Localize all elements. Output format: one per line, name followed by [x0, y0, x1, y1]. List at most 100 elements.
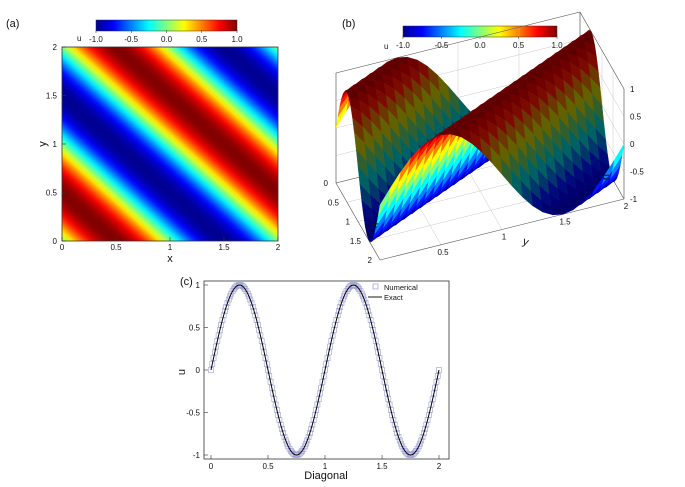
numerical-point [422, 426, 428, 432]
numerical-point [212, 349, 218, 356]
numerical-point [431, 390, 437, 397]
numerical-point [322, 367, 328, 373]
numerical-point [386, 401, 393, 408]
heatmap-a [62, 47, 278, 241]
numerical-point [220, 312, 227, 319]
numerical-point [385, 396, 392, 402]
panel-a-label: (a) [6, 18, 19, 30]
numerical-point [417, 440, 423, 447]
numerical-point [419, 434, 426, 440]
surface-b-ylabel: y [521, 236, 531, 249]
line-c-ytick-label: -1 [193, 451, 201, 460]
numerical-point [427, 407, 433, 413]
numerical-point [256, 327, 262, 333]
numerical-point [382, 384, 389, 391]
numerical-point [390, 417, 397, 423]
numerical-point [222, 308, 228, 314]
numerical-point [380, 373, 387, 379]
numerical-point [381, 379, 388, 385]
heatmap-a-xtick-label: 2 [276, 243, 281, 252]
numerical-point [258, 338, 265, 344]
heatmap-a-xtick-label: 0.5 [110, 243, 122, 252]
colorbar-tick-label: 0.5 [513, 41, 525, 50]
surface-b-xtick-label: 1.5 [350, 237, 362, 246]
numerical-point [391, 421, 398, 428]
numerical-point [372, 338, 379, 344]
heatmap-a-xtick-label: 1 [168, 243, 173, 252]
colorbar-b-gradient [402, 25, 558, 38]
numerical-point [306, 430, 313, 436]
numerical-point [363, 304, 370, 310]
numerical-point [250, 304, 256, 310]
colorbar-tick-label: -1.0 [89, 35, 103, 44]
numerical-point [266, 373, 273, 379]
numerical-point [361, 296, 368, 303]
heatmap-a-ytick-label: 1.5 [46, 92, 58, 101]
numerical-point [272, 401, 279, 408]
colorbar-tick-label: -1.0 [396, 41, 410, 50]
numerical-point [328, 338, 335, 344]
numerical-point [317, 390, 323, 397]
surface-b-xtick-label: 2 [368, 256, 373, 265]
numerical-point [279, 426, 285, 432]
heatmap-a-ytick-label: 1 [53, 140, 58, 149]
line-c-ytick-label: -0.5 [186, 409, 200, 418]
numerical-point [270, 390, 276, 397]
numerical-point [303, 440, 309, 447]
surface-b-xtick-label: 1 [346, 218, 351, 227]
panel-b-label: (b) [342, 18, 355, 30]
legend-exact-label: Exact [384, 293, 404, 302]
colorbar-a-gradient [95, 19, 238, 32]
numerical-point [225, 296, 232, 303]
numerical-point [323, 361, 330, 367]
numerical-point [394, 430, 401, 436]
colorbar-tick-label: 1.0 [551, 41, 563, 50]
colorbar-tick-label: -0.5 [124, 35, 138, 44]
surface-b-xlabel: x [368, 218, 381, 229]
numerical-point [281, 434, 288, 440]
numerical-point [262, 355, 269, 361]
colorbar-tick-label: 1.0 [231, 35, 243, 44]
line-c-ytick-label: 0 [196, 366, 201, 375]
line-c-xtick-label: 1.5 [376, 462, 388, 471]
heatmap-a-xlabel: x [167, 253, 173, 265]
numerical-point [280, 430, 287, 436]
numerical-point [315, 396, 322, 402]
surface-b-ytick-label: 1.5 [559, 217, 571, 226]
numerical-point [215, 332, 222, 339]
numerical-point [318, 384, 325, 391]
numerical-point [371, 332, 378, 339]
numerical-point [366, 312, 373, 319]
numerical-point [248, 300, 255, 306]
numerical-point [263, 361, 270, 367]
numerical-point [374, 343, 380, 350]
panel-c-label: (c) [180, 276, 193, 288]
exact-line [210, 284, 440, 456]
legend-numerical-marker [372, 283, 379, 290]
numerical-point [360, 293, 366, 300]
surface-b-box-edge [579, 11, 625, 90]
numerical-point [252, 312, 259, 319]
panel-a: (a) u -1.0 -0.5 0.0 0.5 1.0 0 0.5 1 1.5 2 0 0.5 1 1.… [6, 18, 281, 265]
legend-numerical-label: Numerical [384, 283, 418, 292]
legend-c: Numerical Exact [368, 283, 418, 302]
heatmap-a-field [62, 47, 278, 241]
numerical-point [337, 304, 344, 310]
surface-b-ytick-label: 2 [624, 202, 629, 211]
numerical-point [339, 296, 346, 303]
numerical-point [319, 379, 326, 385]
numerical-point [377, 361, 384, 367]
surface-b-ztick-label: 0.5 [630, 113, 642, 122]
line-c-frame [203, 280, 450, 460]
numerical-point [304, 437, 311, 444]
numerical-point [210, 355, 217, 361]
heatmap-a-ytick-label: 2 [53, 43, 58, 52]
numerical-point [423, 421, 430, 428]
numerical-point [271, 396, 278, 402]
surface-b-box-edge [335, 182, 381, 261]
colorbar-a-title: u [77, 34, 81, 43]
numerical-point [309, 421, 316, 428]
numerical-point [261, 349, 268, 356]
numerical-point [308, 426, 314, 432]
